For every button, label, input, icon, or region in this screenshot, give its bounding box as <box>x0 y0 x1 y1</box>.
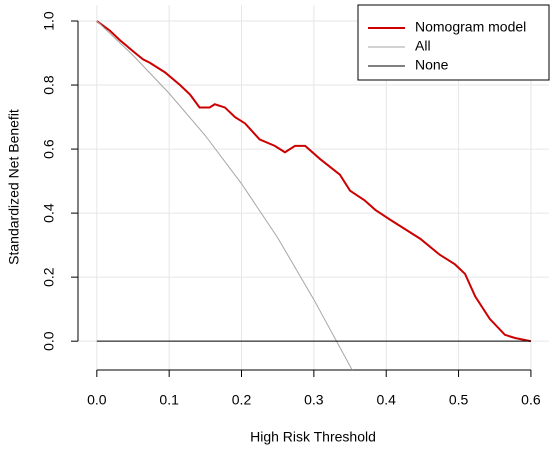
x-axis-label: High Risk Threshold <box>250 429 376 445</box>
y-tick-label: 0.4 <box>41 203 57 223</box>
y-tick-label: 0.0 <box>41 331 57 351</box>
legend-label: Nomogram model <box>415 19 526 35</box>
series-line <box>96 20 353 370</box>
x-tick-label: 0.2 <box>232 392 252 408</box>
x-tick-label: 0.0 <box>87 392 107 408</box>
x-tick-label: 0.5 <box>449 392 469 408</box>
y-tick-label: 0.2 <box>41 267 57 287</box>
y-tick-label: 0.6 <box>41 139 57 159</box>
legend-label: None <box>415 57 449 73</box>
y-tick-label: 0.8 <box>41 75 57 95</box>
x-tick-label: 0.1 <box>159 392 179 408</box>
x-tick-label: 0.4 <box>376 392 396 408</box>
series-line <box>96 20 532 343</box>
x-tick-label: 0.6 <box>521 392 541 408</box>
y-tick-label: 1.0 <box>41 11 57 31</box>
y-axis-label: Standardized Net Benefit <box>6 109 22 265</box>
x-tick-label: 0.3 <box>304 392 324 408</box>
legend-label: All <box>415 38 431 54</box>
legend-box <box>357 4 550 81</box>
